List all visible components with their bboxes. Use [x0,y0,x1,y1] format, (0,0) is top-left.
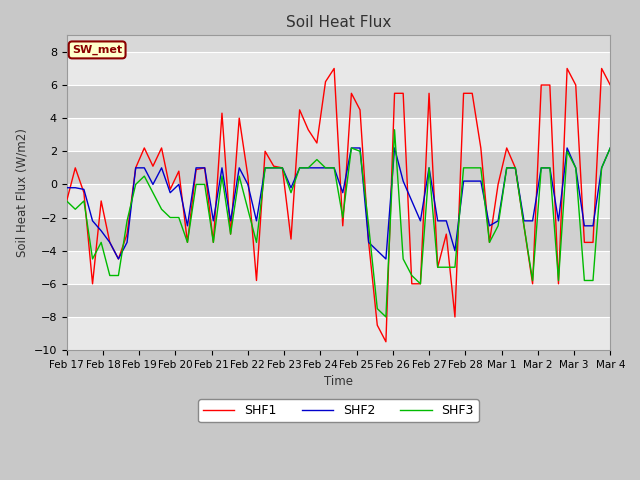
Line: SHF3: SHF3 [67,130,611,317]
SHF1 [425,90,433,96]
SHF2 [434,218,442,224]
SHF3 [330,165,338,171]
SHF3 [382,314,390,320]
SHF1 [132,165,140,171]
Bar [67,317,611,350]
Bar [67,217,611,251]
SHF3 [287,190,295,195]
SHF2 [339,190,347,195]
SHF2 [607,145,614,151]
SHF2 [296,165,303,171]
SHF2 [115,256,122,262]
SHF3 [434,264,442,270]
SHF1 [339,223,347,228]
SHF3 [425,165,433,171]
SHF1 [330,66,338,72]
Title: Soil Heat Flux: Soil Heat Flux [286,15,391,30]
Bar [67,118,611,151]
SHF2 [382,256,390,262]
Bar [67,85,611,118]
SHF3 [63,198,70,204]
SHF3 [390,127,398,132]
SHF3 [365,223,372,228]
Bar [67,284,611,317]
SHF2 [348,145,355,151]
Text: SW_met: SW_met [72,45,122,55]
SHF1 [607,82,614,88]
SHF1 [287,236,295,242]
SHF2 [140,165,148,171]
Y-axis label: Soil Heat Flux (W/m2): Soil Heat Flux (W/m2) [15,128,28,257]
SHF1 [373,323,381,328]
X-axis label: Time: Time [324,375,353,388]
SHF2 [63,185,70,191]
SHF2 [425,165,433,171]
Line: SHF1: SHF1 [67,69,611,342]
Line: SHF2: SHF2 [67,148,611,259]
SHF3 [132,181,140,187]
SHF3 [607,145,614,151]
Legend: SHF1, SHF2, SHF3: SHF1, SHF2, SHF3 [198,399,479,422]
SHF1 [434,264,442,270]
Bar [67,251,611,284]
Bar [67,151,611,184]
Bar [67,184,611,217]
Bar [67,52,611,85]
SHF1 [63,198,70,204]
SHF1 [382,339,390,345]
